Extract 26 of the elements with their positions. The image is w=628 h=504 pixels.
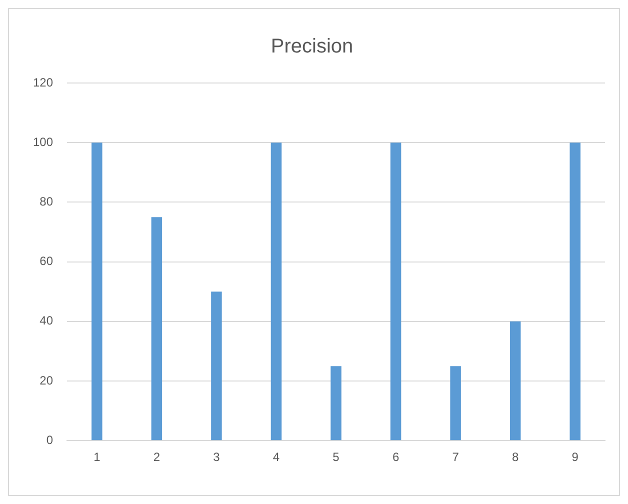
x-tick-label: 6 xyxy=(392,450,400,464)
chart-title: Precision xyxy=(270,36,354,58)
y-tick-label: 60 xyxy=(40,254,54,268)
bar xyxy=(510,321,521,440)
bar xyxy=(330,366,342,440)
bar xyxy=(211,292,222,440)
x-tick-label: 3 xyxy=(213,450,220,464)
bar xyxy=(570,142,580,440)
bar xyxy=(450,366,461,440)
x-tick-label: 2 xyxy=(153,450,160,464)
y-tick-label: 0 xyxy=(46,432,54,447)
x-tick-label: 7 xyxy=(452,450,460,464)
bar xyxy=(390,142,402,440)
x-tick-label: 1 xyxy=(94,450,101,464)
x-tick-label: 9 xyxy=(572,450,579,464)
x-tick-label: 5 xyxy=(332,450,340,464)
bar xyxy=(270,142,282,440)
y-tick-label: 120 xyxy=(32,75,54,90)
y-tick-label: 100 xyxy=(32,134,54,149)
y-tick-label: 40 xyxy=(40,314,54,328)
x-tick-label: 8 xyxy=(512,450,519,464)
y-tick-label: 80 xyxy=(40,194,54,209)
bar xyxy=(151,217,162,440)
bar xyxy=(92,142,102,440)
x-tick-label: 4 xyxy=(272,450,280,464)
y-tick-label: 20 xyxy=(40,373,54,388)
